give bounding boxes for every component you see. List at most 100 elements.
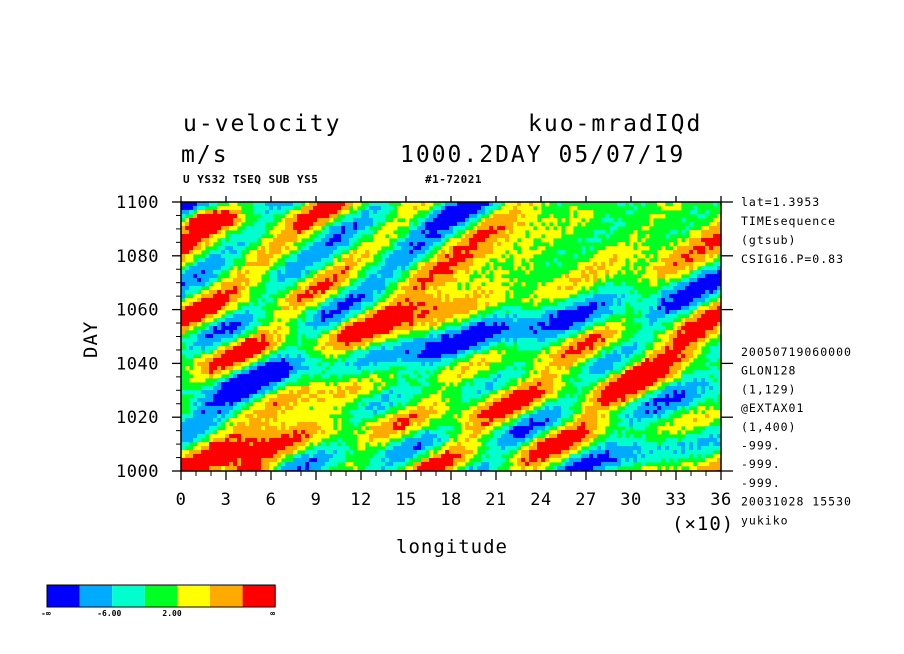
heatmap-cell — [609, 354, 614, 359]
heatmap-cell — [473, 266, 478, 271]
heatmap-cell — [593, 266, 598, 271]
heatmap-cell — [365, 318, 370, 323]
heatmap-cell — [649, 374, 654, 379]
heatmap-cell — [425, 222, 430, 227]
heatmap-cell — [421, 206, 426, 211]
heatmap-cell — [181, 246, 186, 251]
heatmap-cell — [429, 278, 434, 283]
heatmap-cell — [613, 302, 618, 307]
heatmap-cell — [429, 262, 434, 267]
heatmap-cell — [229, 290, 234, 295]
heatmap-cell — [345, 230, 350, 235]
heatmap-cell — [513, 254, 518, 259]
heatmap-cell — [685, 318, 690, 323]
heatmap-cell — [713, 314, 718, 319]
heatmap-cell — [585, 286, 590, 291]
heatmap-cell — [201, 238, 206, 243]
heatmap-cell — [389, 270, 394, 275]
heatmap-cell — [505, 202, 510, 207]
heatmap-cell — [321, 314, 326, 319]
heatmap-cell — [549, 218, 554, 223]
heatmap-cell — [413, 326, 418, 331]
heatmap-cell — [609, 326, 614, 331]
heatmap-cell — [221, 214, 226, 219]
heatmap-cell — [497, 310, 502, 315]
heatmap-cell — [437, 390, 442, 395]
heatmap-cell — [185, 266, 190, 271]
heatmap-cell — [685, 310, 690, 315]
heatmap-cell — [605, 310, 610, 315]
heatmap-cell — [241, 266, 246, 271]
heatmap-cell — [353, 234, 358, 239]
heatmap-cell — [421, 266, 426, 271]
heatmap-cell — [425, 226, 430, 231]
heatmap-cell — [205, 242, 210, 247]
heatmap-cell — [409, 346, 414, 351]
heatmap-cell — [641, 322, 646, 327]
heatmap-cell — [221, 294, 226, 299]
heatmap-cell — [481, 246, 486, 251]
heatmap-cell — [701, 306, 706, 311]
heatmap-cell — [277, 366, 282, 371]
heatmap-cell — [717, 350, 721, 355]
heatmap-cell — [185, 314, 190, 319]
heatmap-cell — [257, 226, 262, 231]
heatmap-cell — [473, 234, 478, 239]
heatmap-cell — [553, 350, 558, 355]
heatmap-cell — [497, 222, 502, 227]
heatmap-cell — [433, 234, 438, 239]
heatmap-cell — [333, 226, 338, 231]
heatmap-cell — [609, 254, 614, 259]
heatmap-cell — [357, 338, 362, 343]
heatmap-cell — [189, 338, 194, 343]
heatmap-cell — [217, 366, 222, 371]
heatmap-cell — [297, 290, 302, 295]
heatmap-cell — [701, 238, 706, 243]
heatmap-cell — [405, 206, 410, 211]
heatmap-cell — [341, 318, 346, 323]
heatmap-cell — [649, 214, 654, 219]
heatmap-cell — [513, 370, 518, 375]
heatmap-cell — [213, 274, 218, 279]
heatmap-cell — [597, 270, 602, 275]
heatmap-cell — [185, 286, 190, 291]
heatmap-cell — [337, 366, 342, 371]
heatmap-cell — [485, 326, 490, 331]
heatmap-cell — [441, 354, 446, 359]
heatmap-cell — [697, 294, 702, 299]
heatmap-cell — [685, 338, 690, 343]
heatmap-cell — [245, 326, 250, 331]
heatmap-cell — [517, 230, 522, 235]
heatmap-cell — [713, 218, 718, 223]
heatmap-cell — [313, 286, 318, 291]
heatmap-cell — [405, 202, 410, 207]
heatmap-cell — [493, 338, 498, 343]
heatmap-cell — [461, 226, 466, 231]
heatmap-cell — [593, 338, 598, 343]
heatmap-cell — [269, 362, 274, 367]
heatmap-cell — [581, 270, 586, 275]
heatmap-cell — [189, 278, 194, 283]
heatmap-cell — [585, 354, 590, 359]
heatmap-cell — [625, 374, 630, 379]
heatmap-cell — [333, 350, 338, 355]
heatmap-cell — [197, 206, 202, 211]
heatmap-cell — [289, 242, 294, 247]
heatmap-cell — [605, 314, 610, 319]
heatmap-cell — [581, 278, 586, 283]
heatmap-cell — [413, 274, 418, 279]
heatmap-cell — [409, 274, 414, 279]
heatmap-cell — [653, 322, 658, 327]
heatmap-cell — [521, 382, 526, 387]
heatmap-cell — [473, 278, 478, 283]
heatmap-cell — [417, 366, 422, 371]
heatmap-cell — [217, 318, 222, 323]
heatmap-cell — [501, 298, 506, 303]
heatmap-cell — [217, 334, 222, 339]
heatmap-cell — [245, 242, 250, 247]
heatmap-cell — [237, 286, 242, 291]
heatmap-cell — [677, 306, 682, 311]
heatmap-cell — [309, 222, 314, 227]
heatmap-cell — [233, 218, 238, 223]
heatmap-cell — [245, 362, 250, 367]
